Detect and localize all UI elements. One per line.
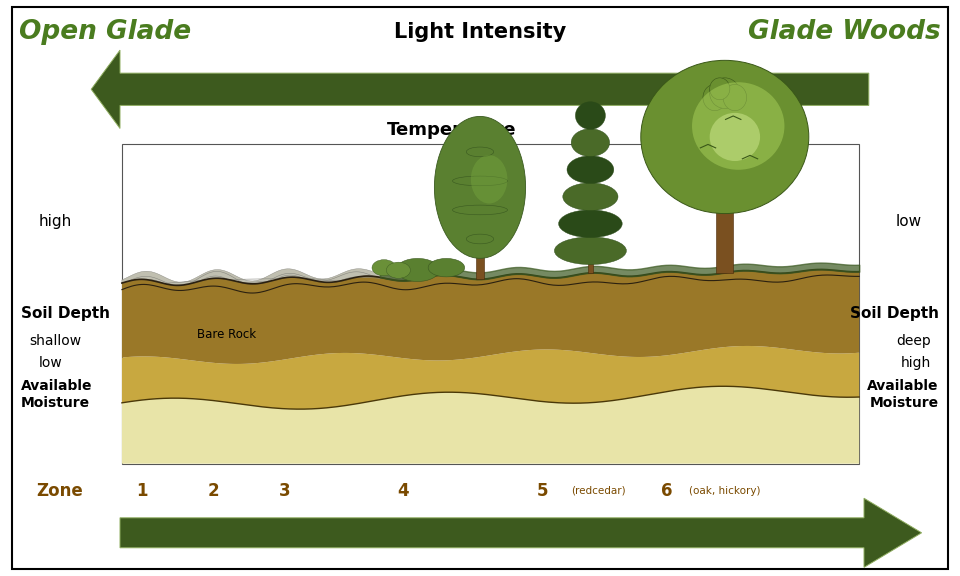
Bar — [122, 144, 859, 464]
Text: 2: 2 — [207, 482, 219, 500]
Ellipse shape — [703, 85, 727, 111]
Ellipse shape — [709, 113, 760, 161]
Polygon shape — [122, 269, 430, 285]
Text: Temperature: Temperature — [387, 120, 516, 139]
Text: (redcedar): (redcedar) — [571, 486, 626, 496]
Text: Available
Moisture: Available Moisture — [21, 380, 92, 410]
Ellipse shape — [723, 85, 747, 111]
Bar — [716, 201, 733, 272]
Text: Soil Depth: Soil Depth — [850, 306, 939, 321]
Polygon shape — [122, 386, 859, 464]
Text: 3: 3 — [279, 482, 291, 500]
Text: low: low — [38, 356, 62, 370]
Text: Zone: Zone — [36, 482, 84, 500]
Polygon shape — [91, 50, 869, 128]
Text: Bare Rock: Bare Rock — [197, 328, 256, 340]
Ellipse shape — [567, 156, 613, 184]
Ellipse shape — [709, 78, 730, 100]
Text: Glade Woods: Glade Woods — [748, 18, 941, 45]
Text: Open Glade: Open Glade — [19, 18, 191, 45]
Ellipse shape — [575, 102, 606, 130]
Text: Soil Depth: Soil Depth — [21, 306, 110, 321]
Ellipse shape — [563, 183, 618, 210]
Ellipse shape — [470, 155, 507, 203]
Text: 4: 4 — [397, 482, 409, 500]
Text: deep: deep — [897, 334, 931, 348]
Ellipse shape — [396, 259, 440, 282]
Ellipse shape — [692, 82, 784, 170]
Text: 1: 1 — [136, 482, 148, 500]
Bar — [476, 249, 484, 279]
Ellipse shape — [428, 259, 465, 277]
Polygon shape — [122, 346, 859, 409]
Text: high: high — [900, 356, 931, 370]
Ellipse shape — [372, 260, 396, 276]
Ellipse shape — [709, 78, 740, 108]
Ellipse shape — [559, 210, 622, 237]
Text: Available
Moisture: Available Moisture — [868, 380, 939, 410]
Ellipse shape — [386, 262, 411, 278]
Text: low: low — [896, 214, 922, 229]
Text: shallow: shallow — [29, 334, 81, 348]
Bar — [588, 245, 593, 273]
Text: high: high — [38, 214, 72, 229]
Ellipse shape — [571, 129, 610, 157]
Polygon shape — [120, 498, 922, 567]
Text: Light Intensity: Light Intensity — [394, 22, 566, 41]
Text: (oak, hickory): (oak, hickory) — [689, 486, 760, 496]
Ellipse shape — [641, 60, 808, 214]
Text: 6: 6 — [661, 482, 673, 500]
Ellipse shape — [555, 237, 626, 264]
Ellipse shape — [434, 116, 526, 258]
Text: 5: 5 — [537, 482, 548, 500]
Polygon shape — [122, 270, 859, 364]
